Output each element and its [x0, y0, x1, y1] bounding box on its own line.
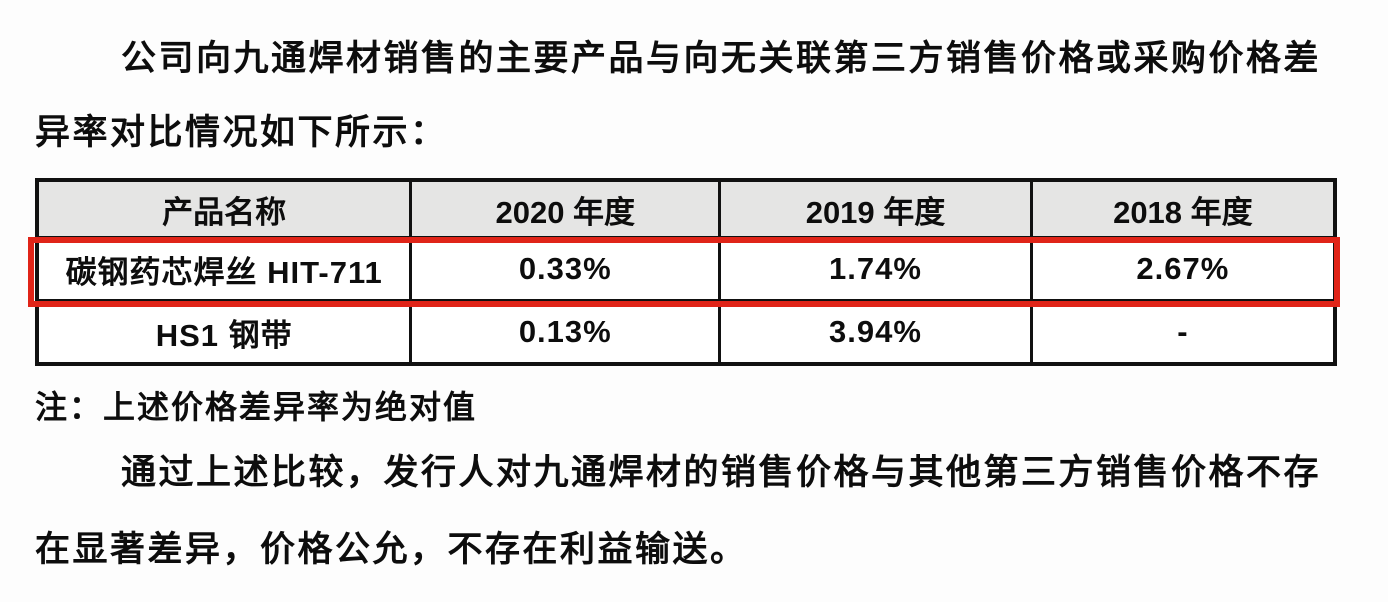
product-name-cell: HS1 钢带 — [35, 299, 413, 366]
header-year-2018: 2018 年度 — [1029, 178, 1337, 239]
value-cell-2019: 3.94% — [718, 299, 1033, 366]
price-comparison-table-wrap: 产品名称 2020 年度 2019 年度 2018 年度 碳钢药芯焊丝 HIT-… — [28, 178, 1340, 366]
header-product-name: 产品名称 — [35, 178, 413, 239]
value-cell-2018: 2.67% — [1029, 236, 1337, 302]
intro-paragraph: 公司向九通焊材销售的主要产品与向无关联第三方销售价格或采购价格差异率对比情况如下… — [35, 39, 1322, 152]
table-footnote: 注：上述价格差异率为绝对值 — [35, 389, 478, 425]
conclusion-paragraph: 通过上述比较，发行人对九通焊材的销售价格与其他第三方销售价格不存在显著差异，价格… — [35, 453, 1322, 569]
value-cell-2020: 0.13% — [409, 299, 722, 366]
table-row-hs1: HS1 钢带 0.13% 3.94% - — [35, 299, 1337, 366]
product-name-cell: 碳钢药芯焊丝 HIT-711 — [35, 236, 413, 302]
table-header-row: 产品名称 2020 年度 2019 年度 2018 年度 — [35, 178, 1337, 239]
price-comparison-table: 产品名称 2020 年度 2019 年度 2018 年度 碳钢药芯焊丝 HIT-… — [35, 178, 1337, 366]
value-cell-2020: 0.33% — [409, 236, 722, 302]
value-cell-2019: 1.74% — [718, 236, 1033, 302]
value-cell-2018: - — [1029, 299, 1337, 366]
header-year-2019: 2019 年度 — [718, 178, 1033, 239]
table-row-hit711: 碳钢药芯焊丝 HIT-711 0.33% 1.74% 2.67% — [35, 236, 1337, 302]
header-year-2020: 2020 年度 — [409, 178, 722, 239]
